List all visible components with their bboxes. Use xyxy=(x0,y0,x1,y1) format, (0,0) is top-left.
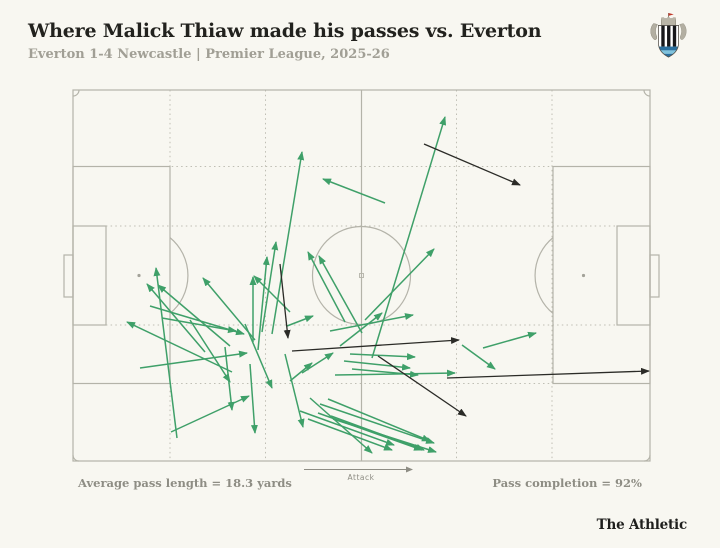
pass-arrow-complete xyxy=(307,418,393,451)
pass-arrow-complete xyxy=(301,352,334,374)
pass-arrow-complete xyxy=(299,410,395,446)
pass-arrow-complete xyxy=(351,368,419,378)
pass-arrow-complete xyxy=(482,331,537,349)
pass-arrow-complete xyxy=(189,319,231,383)
match-subtitle: Everton 1-4 Newcastle | Premier League, … xyxy=(28,47,390,62)
pass-completion-stat: Pass completion = 92% xyxy=(492,476,642,490)
page-title: Where Malick Thiaw made his passes vs. E… xyxy=(28,20,542,42)
pass-arrow-complete xyxy=(371,116,447,359)
average-pass-length-stat: Average pass length = 18.3 yards xyxy=(78,476,292,490)
pass-arrow-complete xyxy=(461,344,496,370)
pass-arrow-incomplete xyxy=(446,367,650,379)
pass-arrow-complete xyxy=(244,323,273,389)
pass-arrow-complete xyxy=(257,256,270,351)
newcastle-crest-icon xyxy=(650,12,687,58)
pass-arrow-complete xyxy=(343,360,411,371)
pass-arrow-incomplete xyxy=(377,355,467,417)
pass-arrow-complete xyxy=(334,369,456,377)
pass-arrow-complete xyxy=(349,353,416,361)
pass-arrow-complete xyxy=(322,178,386,204)
pass-arrow-complete xyxy=(327,398,431,442)
pass-arrow-incomplete xyxy=(423,143,521,186)
penalty-spots xyxy=(137,273,586,278)
pass-arrow-complete xyxy=(153,267,178,439)
pass-arrow-complete xyxy=(170,395,250,433)
pass-arrow-layer xyxy=(126,116,650,454)
the-athletic-brand: The Athletic xyxy=(596,517,688,533)
pass-arrow-complete xyxy=(157,284,231,347)
pass-arrow-complete xyxy=(202,277,256,341)
pass-arrow-complete xyxy=(271,151,305,335)
pass-arrow-complete xyxy=(289,362,313,382)
attack-label: Attack xyxy=(347,473,375,482)
pass-arrow-complete xyxy=(161,317,237,334)
pass-arrow-complete xyxy=(319,403,435,444)
pass-arrow-complete xyxy=(318,255,363,334)
pass-arrow-complete xyxy=(332,418,437,453)
pass-arrow-complete xyxy=(364,248,435,321)
pitch-lines xyxy=(63,89,660,462)
pass-arrow-complete xyxy=(249,363,258,434)
pass-arrow-complete xyxy=(286,315,314,327)
pass-arrow-complete xyxy=(146,283,206,353)
pass-arrow-incomplete xyxy=(291,337,460,352)
pass-arrow-complete xyxy=(261,241,279,333)
pass-arrow-complete xyxy=(126,321,233,373)
pass-arrow-complete xyxy=(329,313,414,332)
pass-arrow-complete xyxy=(339,312,383,347)
pass-arrow-complete xyxy=(149,305,245,336)
pass-arrow-complete xyxy=(139,350,248,369)
pass-arrow-incomplete xyxy=(279,263,291,339)
pass-arrow-complete xyxy=(284,353,305,428)
pass-arrow-complete xyxy=(307,251,346,323)
